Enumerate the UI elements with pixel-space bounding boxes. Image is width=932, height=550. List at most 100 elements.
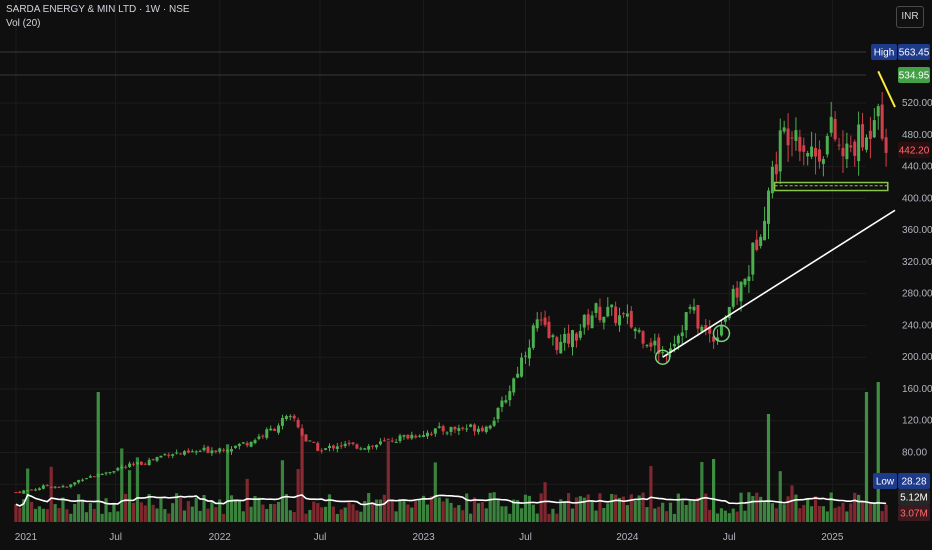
candle-body	[719, 325, 723, 336]
volume-bar	[331, 506, 336, 522]
candle-body	[806, 153, 810, 157]
candle-body	[559, 341, 563, 354]
descending-resistance-line	[877, 70, 896, 108]
candle-body	[277, 425, 281, 433]
candle-body	[233, 445, 237, 448]
volume-bars	[14, 382, 888, 522]
volume-bar	[343, 507, 347, 522]
candle-body	[880, 104, 884, 139]
volume-bar	[367, 493, 371, 522]
candle-body	[861, 124, 865, 148]
candle-body	[837, 144, 841, 146]
candle-body	[88, 476, 92, 478]
volume-bar	[288, 510, 292, 522]
volume-bar	[700, 462, 704, 522]
volume-bar	[104, 498, 108, 522]
candle-body	[782, 127, 786, 132]
candle-body	[496, 407, 500, 420]
volume-bar	[257, 497, 261, 522]
candle-body	[151, 459, 155, 461]
volume-bar	[29, 501, 34, 522]
volume-bar	[774, 508, 778, 522]
candle-body	[516, 373, 520, 378]
candle-body	[343, 443, 347, 447]
candle-body	[547, 321, 551, 339]
volume-bar	[747, 492, 751, 522]
candle-body	[190, 451, 194, 453]
vol-last-badge: 3.07M	[898, 505, 930, 521]
candle-body	[739, 281, 743, 302]
candle-body	[504, 400, 508, 403]
candle-body	[551, 335, 555, 338]
volume-bar	[621, 496, 626, 522]
candle-body	[445, 432, 449, 434]
candle-body	[198, 450, 202, 452]
volume-bar	[810, 506, 814, 522]
candle-body	[512, 378, 516, 393]
volume-bar	[249, 506, 253, 522]
volume-bar	[312, 501, 316, 522]
volume-bar	[398, 499, 402, 522]
candle-body	[163, 453, 167, 455]
high-value-badge: 563.45	[898, 44, 930, 60]
candle-body	[375, 444, 379, 448]
candle-body	[692, 306, 696, 311]
candle-body	[41, 485, 45, 489]
volume-bar	[378, 499, 383, 522]
volume-bar	[206, 508, 210, 522]
volume-bar	[794, 494, 798, 522]
candle-body	[672, 344, 676, 347]
candle-body	[116, 468, 120, 471]
candle-body	[473, 424, 477, 432]
volume-bar	[449, 502, 453, 522]
candle-body	[143, 463, 147, 465]
vol-ma-badge: 5.12M	[898, 489, 930, 505]
candle-body	[653, 340, 657, 346]
time-axis: 2021 Jul 2022 Jul 2023 Jul 2024 Jul 2025	[15, 532, 844, 543]
volume-bar	[762, 501, 767, 522]
candle-body	[104, 472, 108, 474]
volume-bar	[735, 511, 739, 522]
candle-body	[402, 435, 406, 437]
volume-spike	[876, 382, 880, 522]
candle-body	[582, 314, 586, 328]
currency-button[interactable]: INR	[896, 6, 924, 28]
candle-body	[300, 428, 304, 436]
candle-body	[790, 137, 794, 139]
candle-body	[814, 147, 818, 157]
candle-body	[484, 426, 488, 433]
volume-bar	[198, 510, 202, 522]
candle-body	[316, 442, 320, 451]
volume-bar	[233, 500, 238, 522]
volume-bar	[382, 494, 386, 522]
volume-bar	[559, 499, 563, 522]
volume-bar	[406, 504, 410, 522]
volume-bar	[92, 508, 96, 522]
candle-body	[159, 455, 163, 458]
volume-bar	[688, 499, 692, 522]
candle-body	[774, 164, 778, 175]
candle-body	[422, 434, 426, 437]
candle-body	[406, 434, 410, 439]
candle-body	[500, 400, 504, 408]
volume-bar	[237, 500, 241, 522]
candle-body	[684, 312, 688, 331]
volume-bar	[649, 465, 653, 522]
volume-bar	[614, 494, 618, 522]
candle-body	[441, 426, 445, 432]
candle-body	[437, 426, 441, 428]
volume-bar	[743, 510, 747, 522]
support-zone	[773, 181, 889, 192]
time-tick-label: 2024	[616, 532, 639, 543]
volume-bar	[147, 494, 151, 522]
candle-body	[359, 448, 363, 450]
candle-body	[171, 454, 175, 456]
high-label-badge-bg	[871, 44, 897, 60]
candle-body	[331, 445, 335, 449]
volume-bar	[65, 509, 69, 522]
volume-bar	[837, 506, 841, 522]
volume-bar	[704, 493, 708, 522]
candle-body	[335, 446, 339, 449]
